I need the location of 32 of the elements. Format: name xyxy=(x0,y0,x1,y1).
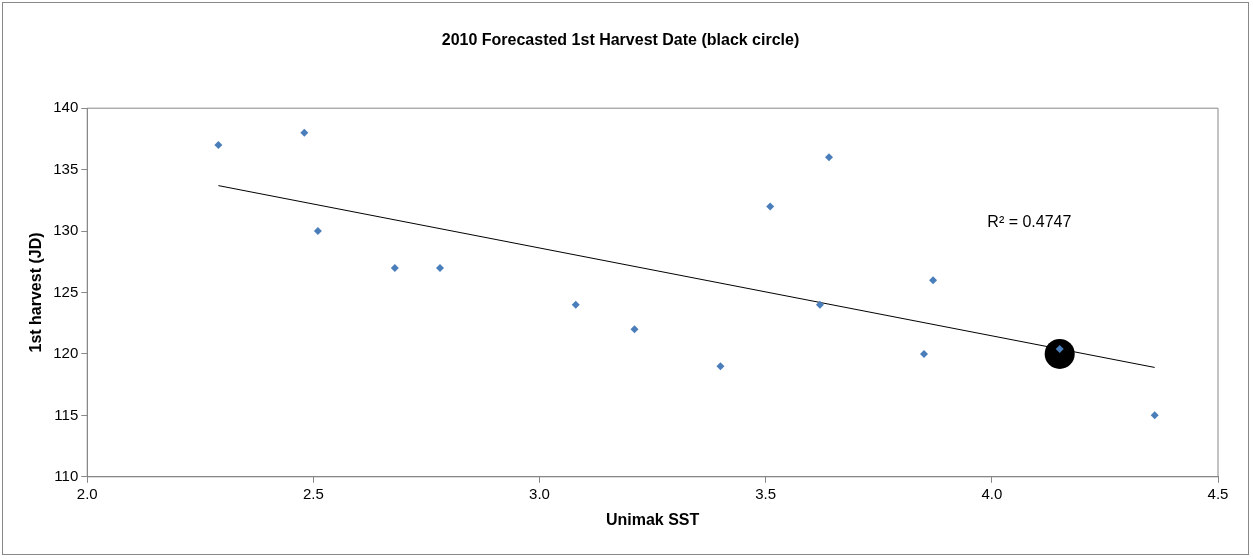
x-tick-label: 2.0 xyxy=(76,484,98,502)
point xyxy=(920,349,928,358)
y-axis-title: 1st harvest (JD) xyxy=(27,232,45,353)
point xyxy=(716,362,725,371)
point xyxy=(929,276,938,285)
point xyxy=(766,202,775,211)
point xyxy=(1044,338,1075,369)
point xyxy=(214,141,223,150)
x-tick-label: 3.5 xyxy=(755,484,777,502)
point xyxy=(825,153,834,162)
y-tick-label: 110 xyxy=(54,466,79,484)
point xyxy=(300,128,309,137)
point xyxy=(313,227,322,236)
y-tick-label: 125 xyxy=(53,282,79,300)
annotation: R² = 0.4747 xyxy=(987,212,1072,230)
point xyxy=(571,300,580,309)
x-tick-label: 4.5 xyxy=(1207,484,1229,502)
chart-title: 2010 Forecasted 1st Harvest Date (black circle) xyxy=(441,31,800,49)
y-tick-label: 130 xyxy=(53,221,79,239)
point xyxy=(436,263,445,272)
point xyxy=(630,325,639,334)
point xyxy=(390,263,399,272)
y-tick-label: 120 xyxy=(53,344,79,362)
x-axis-title: Unimak SST xyxy=(605,510,700,528)
y-tick-label: 140 xyxy=(53,98,79,116)
y-tick-label: 135 xyxy=(53,159,79,177)
point xyxy=(815,300,824,309)
x-tick-label: 3.0 xyxy=(529,484,550,502)
point xyxy=(1150,411,1159,420)
x-tick-label: 2.5 xyxy=(302,484,324,502)
y-tick-label: 115 xyxy=(54,405,79,423)
x-tick-label: 4.0 xyxy=(981,484,1003,502)
